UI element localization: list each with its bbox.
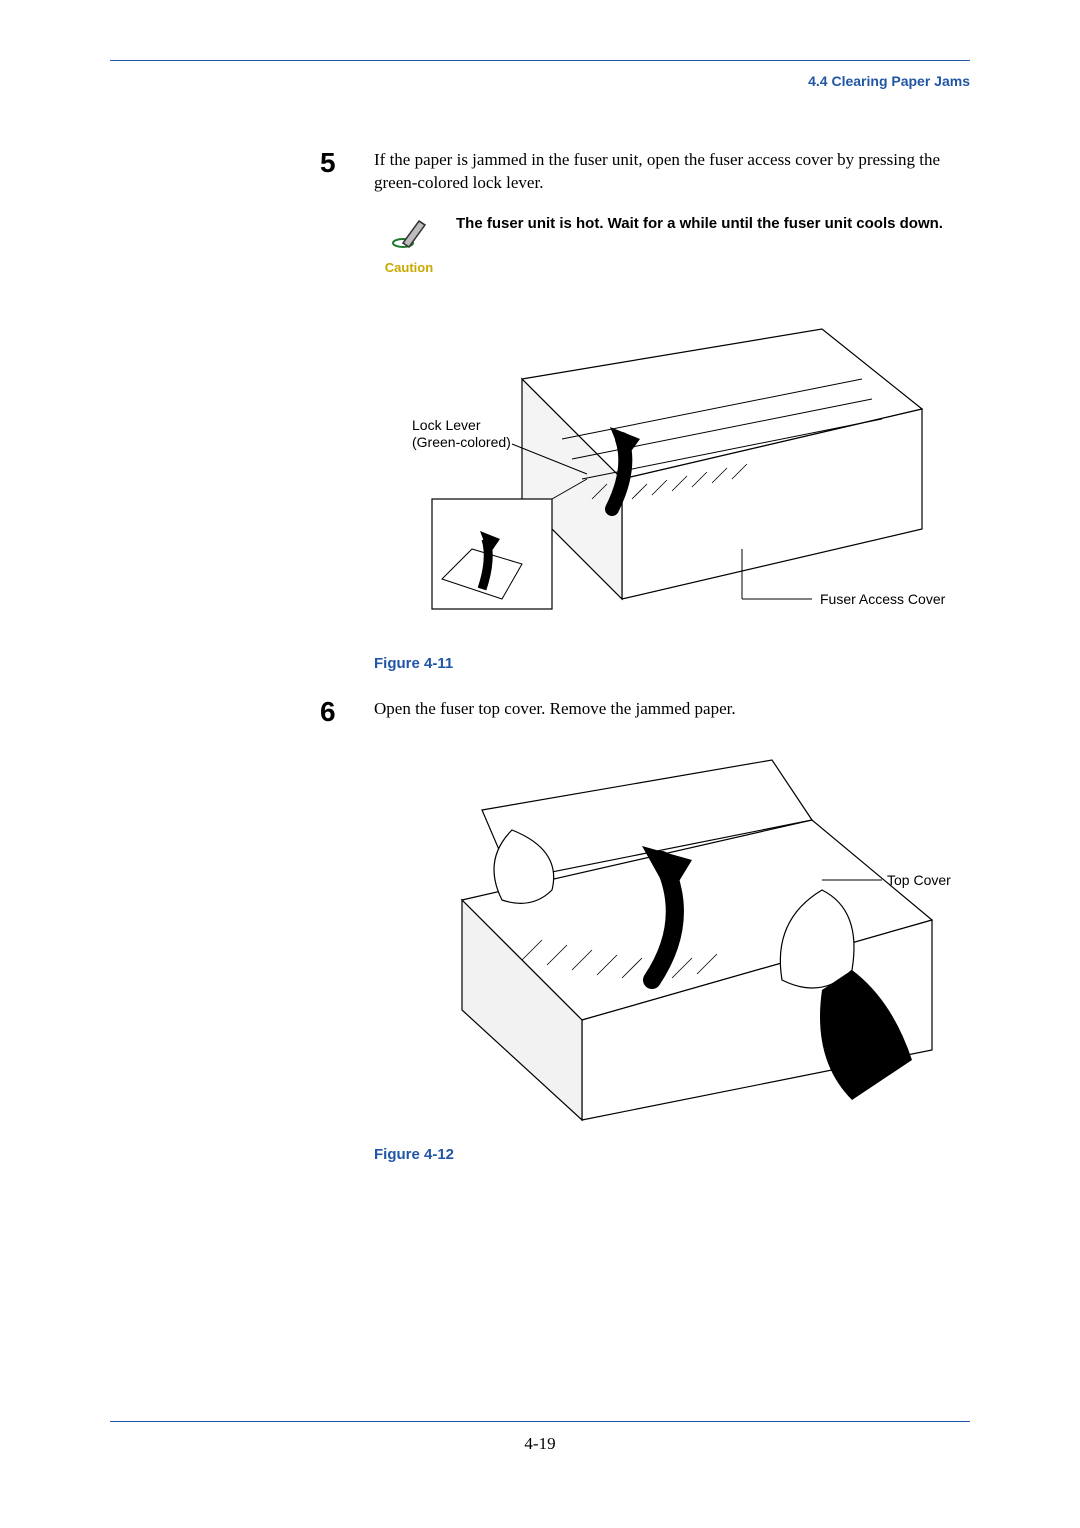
- caution-label: Caution: [374, 260, 444, 275]
- step-6-block: 6 Open the fuser top cover. Remove the j…: [110, 698, 970, 1163]
- printer-top-cover-lineart: [392, 750, 952, 1130]
- step-6-number: 6: [320, 698, 374, 726]
- caution-text: The fuser unit is hot. Wait for a while …: [444, 213, 970, 232]
- step-6-text: Open the fuser top cover. Remove the jam…: [374, 698, 970, 726]
- figure-4-12-area: Top Cover Figure 4-12: [320, 750, 970, 1163]
- caution-icon: [389, 213, 429, 253]
- figure-4-11-area: Lock Lever (Green-colored) Fuser Access …: [320, 299, 970, 672]
- step-5-text: If the paper is jammed in the fuser unit…: [374, 149, 970, 195]
- step-5-block: 5 If the paper is jammed in the fuser un…: [110, 149, 970, 672]
- caution-block: Caution The fuser unit is hot. Wait for …: [320, 213, 970, 275]
- footer-rule: [110, 1421, 970, 1422]
- page-number: 4-19: [110, 1434, 970, 1454]
- figure-4-11-caption: Figure 4-11: [374, 655, 970, 672]
- callout-lock-lever-line1: Lock Lever: [412, 417, 480, 433]
- figure-4-12-illustration: Top Cover: [392, 750, 952, 1130]
- manual-page: 4.4 Clearing Paper Jams 5 If the paper i…: [110, 60, 970, 1468]
- callout-top-cover: Top Cover: [887, 872, 951, 888]
- callout-fuser-access-cover: Fuser Access Cover: [820, 591, 945, 607]
- step-5-number: 5: [320, 149, 374, 195]
- section-header: 4.4 Clearing Paper Jams: [110, 73, 970, 89]
- callout-lock-lever-line2: (Green-colored): [412, 434, 511, 450]
- caution-icon-box: Caution: [374, 213, 444, 275]
- header-rule: [110, 60, 970, 61]
- step-5-row: 5 If the paper is jammed in the fuser un…: [320, 149, 970, 195]
- figure-4-11-illustration: Lock Lever (Green-colored) Fuser Access …: [392, 299, 952, 639]
- step-6-row: 6 Open the fuser top cover. Remove the j…: [320, 698, 970, 726]
- figure-4-12-caption: Figure 4-12: [374, 1146, 970, 1163]
- printer-fuser-lineart: [392, 299, 952, 639]
